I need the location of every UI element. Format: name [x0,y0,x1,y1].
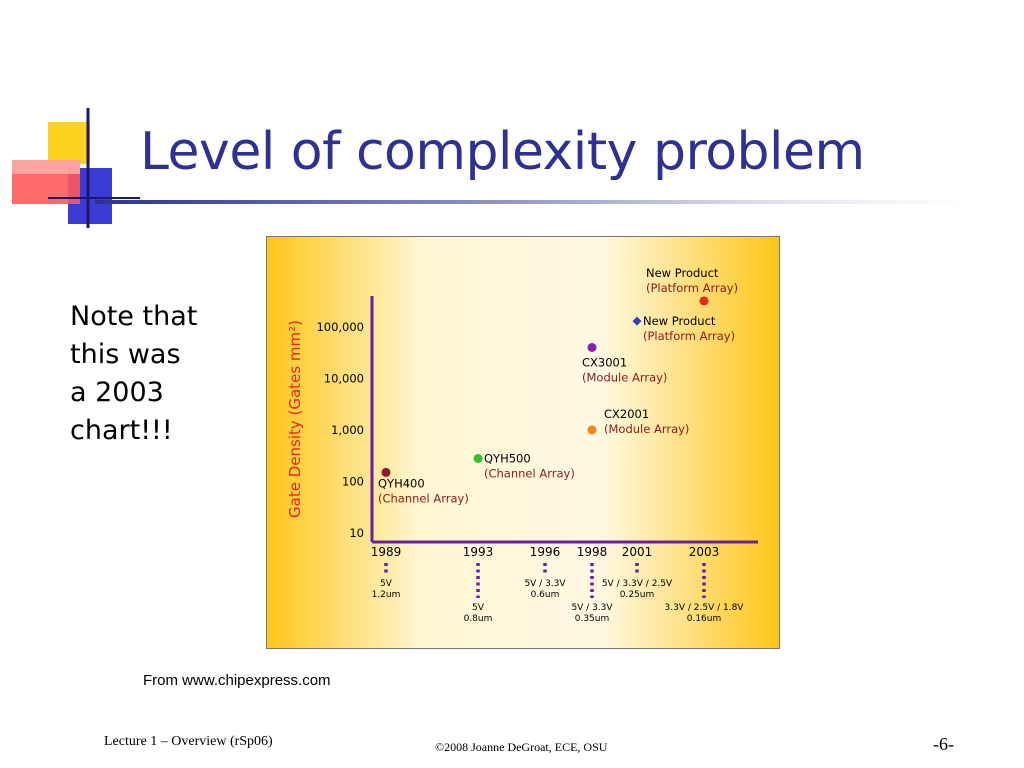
footer-lecture: Lecture 1 – Overview (rSp06) [104,734,273,749]
y-tick-label: 100,000 [316,320,364,334]
data-point-marker [381,467,391,477]
chart-background [266,236,780,649]
data-point-name: QYH500 [484,451,531,465]
data-point-subtitle: (Channel Array) [378,491,469,505]
data-point-subtitle: (Channel Array) [484,466,575,480]
data-point-marker [587,342,597,352]
x-subtitle-process: 0.16um [687,614,722,624]
x-subtitle-voltage: 5V [380,579,393,589]
x-tick-label: 2003 [689,545,720,559]
y-tick-label: 10,000 [324,372,364,386]
x-subtitle-process: 0.35um [575,614,610,624]
x-subtitle-voltage: 5V / 3.3V / 2.5V [602,579,673,589]
data-point-name: New Product [643,314,716,328]
x-tick-label: 1996 [530,545,561,559]
note-line: Note that [70,301,198,332]
data-point-subtitle: (Module Array) [604,422,689,436]
x-subtitle-voltage: 5V [472,603,485,613]
footer-page-number: -6- [933,734,954,754]
x-tick-label: 1993 [463,545,494,559]
x-subtitle-process: 0.25um [620,590,655,600]
data-point-marker [699,296,709,306]
data-point-subtitle: (Platform Array) [643,329,735,343]
gate-density-chart: Gate Density (Gates mm²) 10 100 1,000 10,000… [266,236,780,649]
y-axis-title: Gate Density (Gates mm²) [286,320,304,518]
title-underline [95,200,965,204]
data-point-marker [473,453,483,463]
data-point-name: CX3001 [582,355,627,369]
data-point-name: CX2001 [604,407,649,421]
slide-title: Level of complexity problem [140,122,865,182]
x-subtitle-process: 0.8um [464,614,493,624]
data-point-marker [632,316,642,326]
note-line: this was [70,339,181,370]
data-point-name: New Product [646,266,719,280]
side-note: Note that this was a 2003 chart!!! [70,298,250,450]
note-line: chart!!! [70,415,173,446]
logo-yellow-square [48,122,90,164]
slide-logo-graphic [12,108,140,228]
x-subtitle-process: 1.2um [372,590,401,600]
data-point-subtitle: (Module Array) [582,370,667,384]
x-subtitle-voltage: 5V / 3.3V [524,579,566,589]
x-subtitle-voltage: 5V / 3.3V [571,603,613,613]
y-tick-label: 100 [342,475,364,489]
y-tick-label: 10 [349,526,364,540]
x-tick-label: 1989 [371,545,402,559]
logo-red-highlight [12,160,80,174]
data-point-marker [587,425,597,435]
note-line: a 2003 [70,377,164,408]
y-tick-label: 1,000 [331,423,364,437]
x-subtitle-process: 0.6um [531,590,560,600]
x-subtitle-voltage: 3.3V / 2.5V / 1.8V [665,603,745,613]
data-point-subtitle: (Platform Array) [646,281,738,295]
footer-copyright: ©2008 Joanne DeGroat, ECE, OSU [435,740,608,754]
x-tick-label: 2001 [622,545,653,559]
x-tick-label: 1998 [577,545,608,559]
data-point-name: QYH400 [378,476,425,490]
source-credit: From www.chipexpress.com [143,672,331,689]
